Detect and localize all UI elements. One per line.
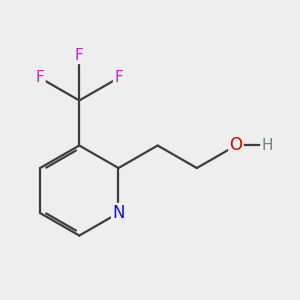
Text: H: H [261, 138, 273, 153]
Text: F: F [36, 70, 44, 86]
Text: F: F [114, 70, 123, 86]
Text: N: N [112, 204, 125, 222]
Text: F: F [75, 48, 84, 63]
Text: O: O [230, 136, 242, 154]
